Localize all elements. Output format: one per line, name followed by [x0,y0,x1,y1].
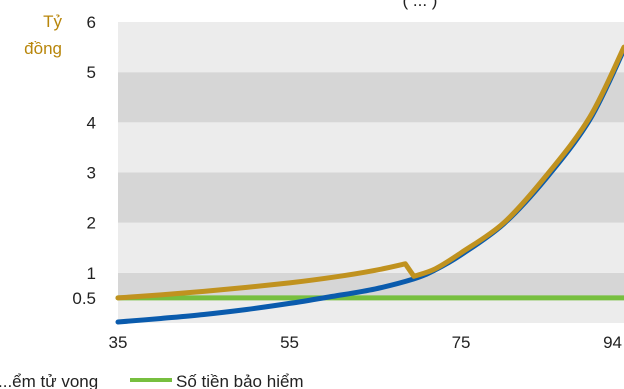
x-tick-label: 35 [109,333,128,352]
y-tick-label: 2 [87,214,96,233]
y-tick-label: 3 [87,164,96,183]
series-lines [115,44,624,325]
y-axis-ticks: 0.5 1 2 3 4 5 6 [72,13,96,308]
y-tick-label: 0.5 [72,289,96,308]
y-tick-label: 4 [87,113,96,132]
legend-label-death-benefit: ...ểm tử vong [0,372,98,389]
y-tick-label: 1 [87,264,96,283]
y-tick-label: 5 [87,63,96,82]
x-tick-label: 75 [452,333,471,352]
background-band [118,22,624,73]
background-band [118,72,624,123]
y-tick-label: 6 [87,13,96,32]
background-band [118,122,624,173]
background-band [118,172,624,223]
legend: ...ểm tử vong Số tiền bảo hiểm [0,372,304,389]
background-band [118,297,624,323]
y-unit-line2: đồng [24,39,62,58]
legend-label-sum-insured: Số tiền bảo hiểm [176,372,304,389]
x-tick-label: 55 [280,333,299,352]
y-unit-line1: Tỷ [43,12,62,31]
x-axis-ticks: 35 55 75 94 [109,333,622,352]
series-line-death-benefit [115,44,624,301]
x-tick-label: 94 [603,333,622,352]
chart-title-fragment: ( ... ) [403,0,438,10]
background-band [118,222,624,273]
